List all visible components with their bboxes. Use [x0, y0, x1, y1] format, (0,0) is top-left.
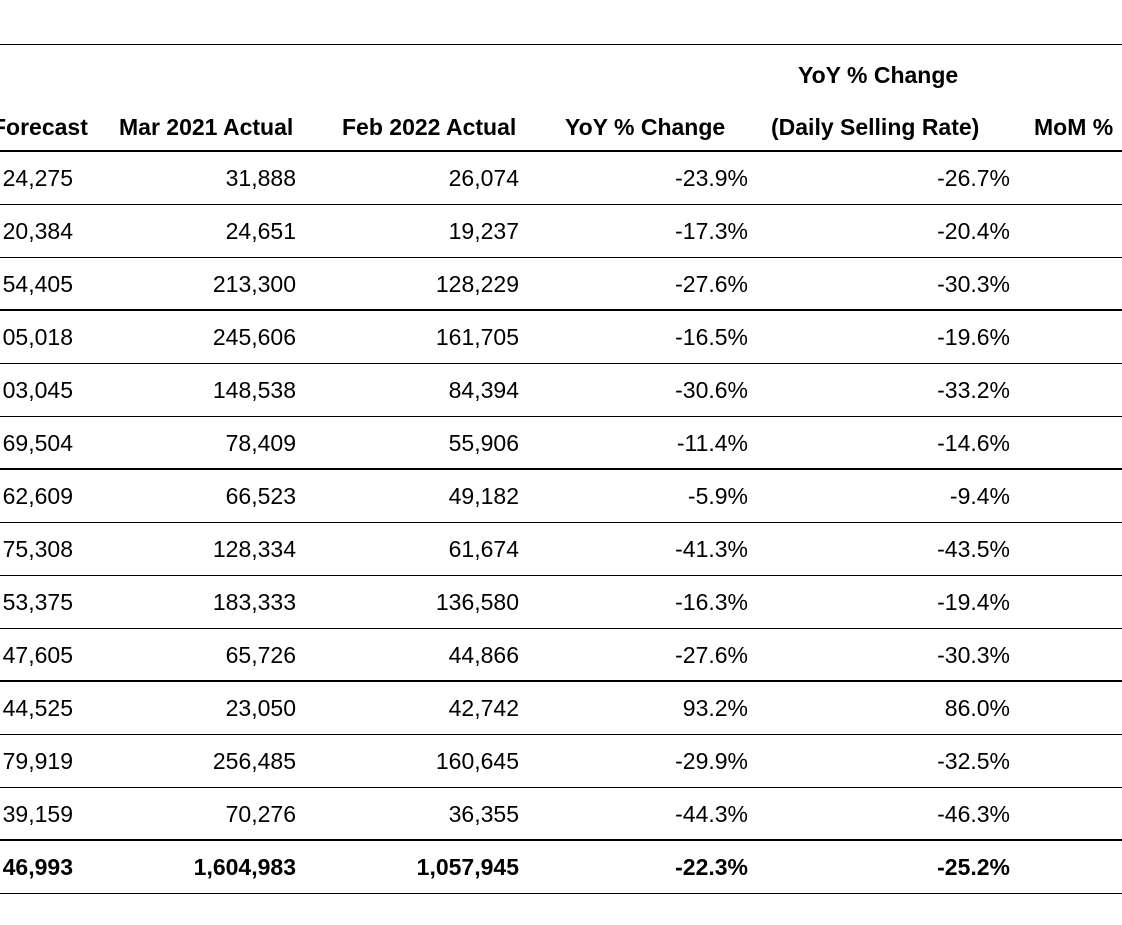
- table-row: 69,504 78,409 55,906 -11.4% -14.6%: [0, 417, 1122, 470]
- cell-mar-2021-actual: 128,334: [212, 536, 296, 562]
- table-row: 20,384 24,651 19,237 -17.3% -20.4%: [0, 205, 1122, 258]
- table-row: 62,609 66,523 49,182 -5.9% -9.4%: [0, 470, 1122, 523]
- cell-yoy-change: -11.4%: [676, 430, 748, 456]
- cell-yoy-dsr: -30.3%: [937, 642, 1010, 668]
- cell-yoy-change: -17.3%: [675, 218, 748, 244]
- total-feb-2022-actual: 1,057,945: [416, 854, 519, 880]
- cell-forecast: 53,375: [2, 589, 73, 615]
- total-row: 46,993 1,604,983 1,057,945 -22.3% -25.2%: [0, 841, 1122, 894]
- cell-mar-2021-actual: 70,276: [225, 801, 296, 827]
- cell-mar-2021-actual: 24,651: [225, 218, 296, 244]
- cell-yoy-change: -16.3%: [675, 589, 748, 615]
- cell-yoy-dsr: -30.3%: [937, 271, 1010, 297]
- cell-forecast: 69,504: [2, 430, 73, 456]
- cell-forecast: 54,405: [2, 271, 73, 297]
- cell-yoy-change: -29.9%: [675, 748, 748, 774]
- header-mom-change: MoM %: [1034, 114, 1114, 140]
- cell-yoy-dsr: -20.4%: [937, 218, 1010, 244]
- cell-mar-2021-actual: 256,485: [212, 748, 296, 774]
- cell-forecast: 24,275: [2, 165, 73, 191]
- cell-yoy-change: 93.2%: [682, 695, 748, 721]
- table-row: 53,375 183,333 136,580 -16.3% -19.4%: [0, 576, 1122, 629]
- total-yoy-dsr: -25.2%: [937, 854, 1010, 880]
- cell-feb-2022-actual: 55,906: [448, 430, 519, 456]
- cell-feb-2022-actual: 128,229: [435, 271, 519, 297]
- cell-yoy-dsr: -26.7%: [937, 165, 1010, 191]
- table-body: 24,275 31,888 26,074 -23.9% -26.7% 20,38…: [0, 152, 1122, 894]
- cell-feb-2022-actual: 84,394: [448, 377, 519, 403]
- header-rule: [0, 150, 1122, 152]
- table-row: 24,275 31,888 26,074 -23.9% -26.7%: [0, 152, 1122, 205]
- table-row: 47,605 65,726 44,866 -27.6% -30.3%: [0, 629, 1122, 682]
- cell-yoy-dsr: -46.3%: [937, 801, 1010, 827]
- cell-forecast: 05,018: [2, 324, 73, 350]
- cell-forecast: 62,609: [2, 483, 73, 509]
- cell-yoy-dsr: -19.4%: [937, 589, 1010, 615]
- table-row: 79,919 256,485 160,645 -29.9% -32.5%: [0, 735, 1122, 788]
- cell-yoy-change: -23.9%: [675, 165, 748, 191]
- header-feb-2022-actual: Feb 2022 Actual: [342, 114, 517, 140]
- table-row: 39,159 70,276 36,355 -44.3% -46.3%: [0, 788, 1122, 841]
- cell-yoy-change: -44.3%: [675, 801, 748, 827]
- table-row: 54,405 213,300 128,229 -27.6% -30.3%: [0, 258, 1122, 311]
- cell-forecast: 03,045: [2, 377, 73, 403]
- cell-forecast: 47,605: [2, 642, 73, 668]
- cell-yoy-dsr: 86.0%: [944, 695, 1010, 721]
- table-top-rule: [0, 44, 1122, 45]
- cell-mar-2021-actual: 31,888: [225, 165, 296, 191]
- header-yoy-dsr-line1: YoY % Change: [798, 62, 959, 88]
- cell-feb-2022-actual: 19,237: [448, 218, 519, 244]
- table-row: 44,525 23,050 42,742 93.2% 86.0%: [0, 682, 1122, 735]
- cell-feb-2022-actual: 36,355: [448, 801, 519, 827]
- cell-forecast: 39,159: [2, 801, 73, 827]
- cell-feb-2022-actual: 49,182: [448, 483, 519, 509]
- cell-forecast: 79,919: [2, 748, 73, 774]
- cell-yoy-dsr: -9.4%: [949, 483, 1010, 509]
- cell-mar-2021-actual: 183,333: [212, 589, 296, 615]
- cell-mar-2021-actual: 66,523: [225, 483, 296, 509]
- cell-forecast: 75,308: [2, 536, 73, 562]
- cell-mar-2021-actual: 78,409: [225, 430, 296, 456]
- cell-mar-2021-actual: 23,050: [225, 695, 296, 721]
- cell-yoy-change: -41.3%: [675, 536, 748, 562]
- header-yoy-dsr-line2: (Daily Selling Rate): [771, 114, 980, 140]
- total-yoy-change: -22.3%: [675, 854, 748, 880]
- cell-forecast: 20,384: [2, 218, 73, 244]
- cell-feb-2022-actual: 160,645: [435, 748, 519, 774]
- cell-yoy-dsr: -43.5%: [937, 536, 1010, 562]
- cell-feb-2022-actual: 44,866: [448, 642, 519, 668]
- cell-yoy-change: -27.6%: [675, 642, 748, 668]
- cell-mar-2021-actual: 65,726: [225, 642, 296, 668]
- cell-yoy-change: -16.5%: [675, 324, 748, 350]
- cell-feb-2022-actual: 42,742: [448, 695, 519, 721]
- table-row: 03,045 148,538 84,394 -30.6% -33.2%: [0, 364, 1122, 417]
- cell-yoy-change: -5.9%: [687, 483, 748, 509]
- cell-feb-2022-actual: 136,580: [435, 589, 519, 615]
- cell-yoy-dsr: -33.2%: [937, 377, 1010, 403]
- table-row: 75,308 128,334 61,674 -41.3% -43.5%: [0, 523, 1122, 576]
- table-row: 05,018 245,606 161,705 -16.5% -19.6%: [0, 311, 1122, 364]
- cell-yoy-change: -27.6%: [675, 271, 748, 297]
- cell-yoy-dsr: -32.5%: [937, 748, 1010, 774]
- header-forecast: Forecast: [0, 114, 88, 140]
- cell-feb-2022-actual: 161,705: [435, 324, 519, 350]
- cell-feb-2022-actual: 26,074: [448, 165, 519, 191]
- cell-mar-2021-actual: 148,538: [212, 377, 296, 403]
- total-forecast: 46,993: [2, 854, 73, 880]
- cell-yoy-dsr: -19.6%: [937, 324, 1010, 350]
- cell-yoy-change: -30.6%: [675, 377, 748, 403]
- cell-forecast: 44,525: [2, 695, 73, 721]
- total-mar-2021-actual: 1,604,983: [193, 854, 296, 880]
- header-yoy-change: YoY % Change: [565, 114, 726, 140]
- cell-mar-2021-actual: 245,606: [212, 324, 296, 350]
- cell-mar-2021-actual: 213,300: [212, 271, 296, 297]
- cell-yoy-dsr: -14.6%: [937, 430, 1010, 456]
- header-mar-2021-actual: Mar 2021 Actual: [119, 114, 294, 140]
- cell-feb-2022-actual: 61,674: [448, 536, 519, 562]
